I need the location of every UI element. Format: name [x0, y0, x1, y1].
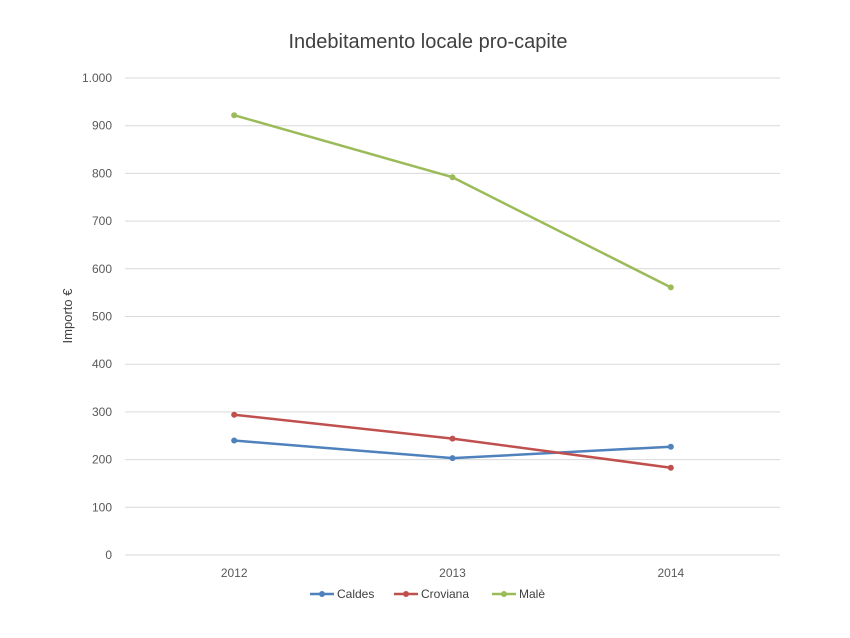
x-tick-label: 2013: [439, 566, 466, 580]
legend-label: Caldes: [337, 587, 374, 601]
legend: Caldes Croviana Malè: [310, 587, 545, 601]
series-caldes: [231, 437, 674, 462]
legend-marker: [319, 591, 325, 597]
data-point: [449, 455, 456, 462]
data-point: [231, 411, 238, 418]
legend-item: Caldes: [310, 587, 374, 601]
y-tick-label: 200: [92, 453, 112, 467]
legend-label: Malè: [519, 587, 545, 601]
data-point: [231, 112, 238, 119]
y-tick-label: 400: [92, 357, 112, 371]
legend-marker: [403, 591, 409, 597]
chart-title: Indebitamento locale pro-capite: [288, 31, 567, 53]
data-point: [667, 464, 674, 471]
legend-label: Croviana: [421, 587, 469, 601]
legend-item: Malè: [492, 587, 545, 601]
data-point: [667, 284, 674, 291]
legend-item: Croviana: [394, 587, 469, 601]
y-tick-label: 100: [92, 500, 112, 514]
y-tick-label: 900: [92, 119, 112, 133]
series-line: [232, 113, 673, 289]
data-point: [449, 435, 456, 442]
x-tick-label: 2014: [657, 566, 684, 580]
y-axis-ticks: 0 100 200 300 400 500 600 700 800 900 1.000: [82, 71, 112, 562]
y-tick-label: 0: [105, 548, 112, 562]
y-tick-label: 800: [92, 166, 112, 180]
gridlines: [125, 77, 780, 556]
x-tick-label: 2012: [221, 566, 248, 580]
data-point: [449, 174, 456, 181]
y-tick-label: 500: [92, 310, 112, 324]
x-axis-ticks: 2012 2013 2014: [221, 566, 685, 580]
series-lines: [231, 112, 674, 471]
y-axis-label: Importo €: [60, 288, 75, 344]
y-tick-label: 600: [92, 262, 112, 276]
series-mal-: [231, 112, 674, 291]
y-tick-label: 300: [92, 405, 112, 419]
y-tick-label: 1.000: [82, 71, 112, 85]
data-point: [667, 443, 674, 450]
data-point: [231, 437, 238, 444]
legend-marker: [501, 591, 507, 597]
y-tick-label: 700: [92, 214, 112, 228]
series-croviana: [231, 411, 674, 471]
